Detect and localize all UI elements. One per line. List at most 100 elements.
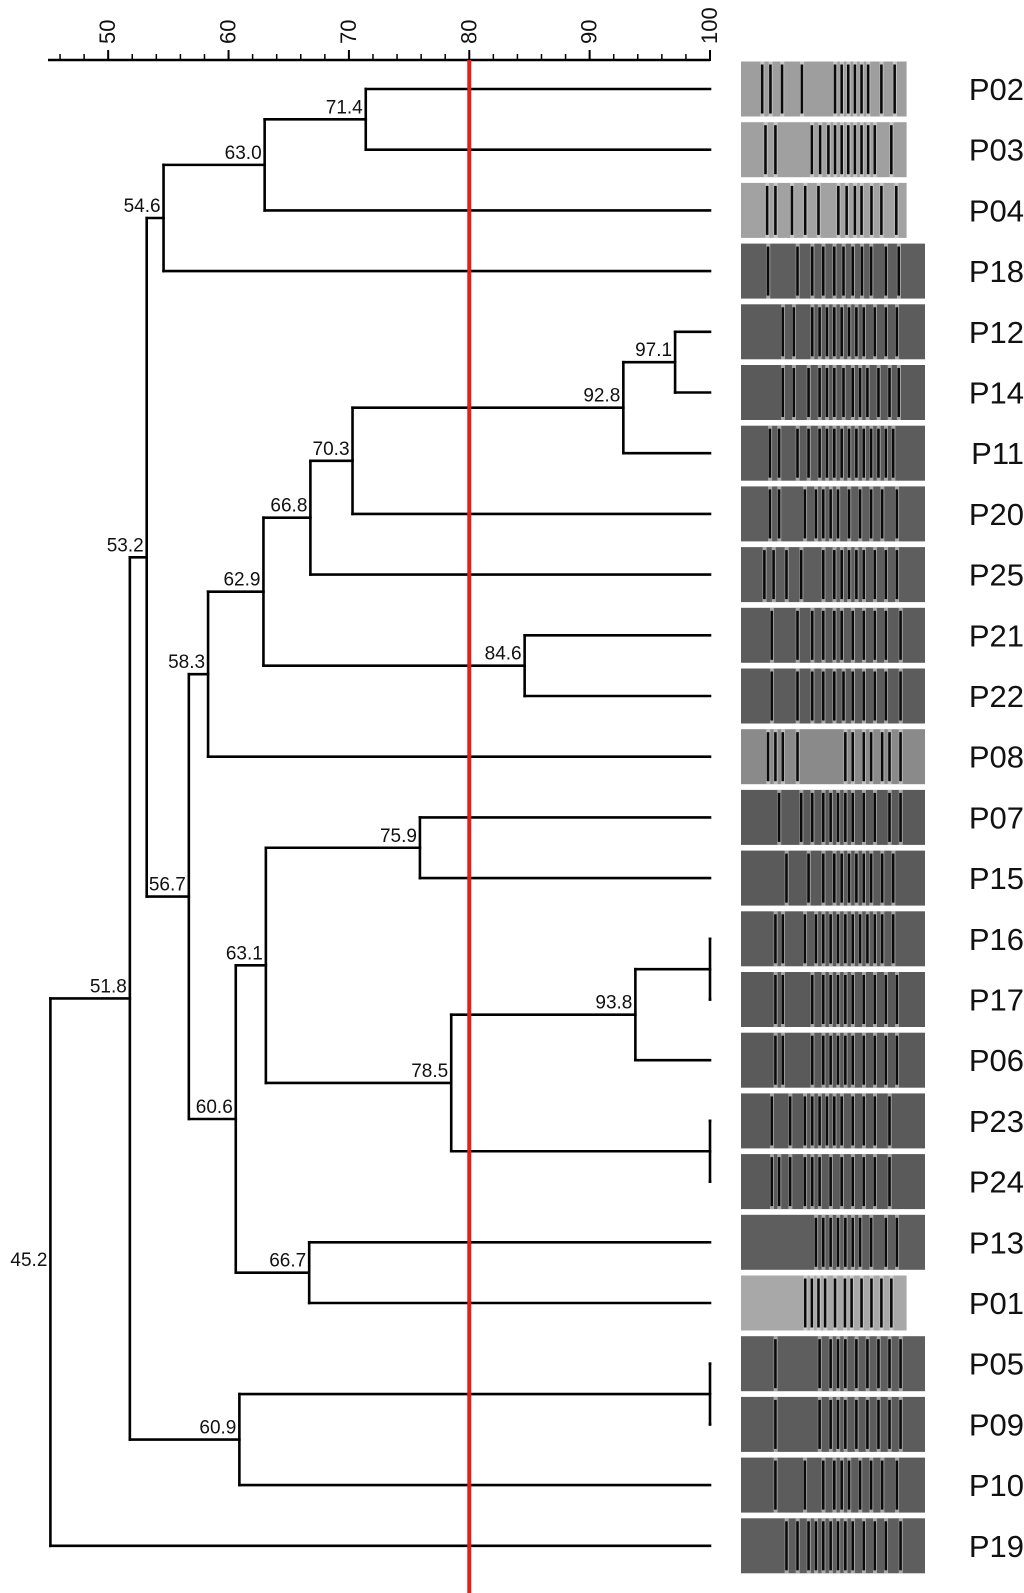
band bbox=[770, 610, 774, 660]
band bbox=[829, 1339, 832, 1389]
strain-label-p17: P17 bbox=[969, 983, 1024, 1018]
band bbox=[803, 1096, 807, 1146]
band bbox=[866, 64, 870, 114]
axis-tick-label: 60 bbox=[216, 20, 241, 44]
band bbox=[899, 610, 902, 660]
band bbox=[862, 853, 866, 903]
band bbox=[836, 914, 840, 964]
band bbox=[855, 550, 858, 600]
band bbox=[810, 1278, 814, 1328]
band bbox=[860, 64, 863, 114]
band bbox=[870, 185, 873, 235]
band bbox=[895, 975, 899, 1024]
band bbox=[888, 1399, 891, 1449]
band bbox=[840, 1460, 843, 1510]
band bbox=[829, 1035, 832, 1085]
band bbox=[880, 489, 884, 539]
band bbox=[833, 368, 836, 417]
band bbox=[770, 1157, 774, 1207]
fingerprint-p06 bbox=[741, 1032, 925, 1088]
node-similarity-label: 66.8 bbox=[270, 496, 307, 517]
band bbox=[810, 307, 814, 357]
band bbox=[899, 732, 902, 782]
band bbox=[817, 185, 820, 235]
band bbox=[866, 368, 869, 417]
band bbox=[851, 246, 854, 296]
node-similarity-label: 63.0 bbox=[225, 143, 262, 164]
band bbox=[895, 307, 899, 357]
band bbox=[895, 1035, 899, 1085]
band bbox=[833, 1460, 836, 1510]
band bbox=[796, 732, 799, 782]
band bbox=[840, 550, 843, 600]
band bbox=[884, 1035, 888, 1085]
band bbox=[877, 1399, 880, 1449]
fingerprint-p07 bbox=[741, 789, 925, 845]
band bbox=[847, 428, 851, 478]
band bbox=[844, 732, 847, 782]
band bbox=[880, 853, 884, 903]
band bbox=[829, 1399, 832, 1449]
band bbox=[796, 428, 799, 478]
fingerprint-p21 bbox=[741, 607, 925, 663]
band bbox=[781, 975, 785, 1024]
band bbox=[788, 1157, 792, 1207]
band bbox=[774, 1035, 777, 1085]
fingerprint-p03 bbox=[741, 122, 907, 178]
band bbox=[777, 792, 781, 842]
band bbox=[770, 671, 774, 721]
band bbox=[774, 1339, 777, 1389]
node-similarity-label: 78.5 bbox=[411, 1061, 448, 1082]
band bbox=[803, 1278, 807, 1328]
band bbox=[810, 1157, 814, 1207]
band bbox=[785, 853, 788, 903]
band bbox=[884, 975, 888, 1024]
band bbox=[858, 1460, 862, 1510]
fingerprint-panel bbox=[741, 61, 925, 1574]
band bbox=[833, 125, 837, 175]
band bbox=[777, 489, 781, 539]
dendrogram-tree: 71.4 63.0 54.6 97.1 92.8 70.3 66.8 84.6 62.9 58.3… bbox=[10, 87, 712, 1548]
fingerprint-p18 bbox=[741, 243, 925, 299]
node-similarity-label: 63.1 bbox=[226, 943, 263, 964]
band bbox=[873, 1035, 877, 1085]
band bbox=[844, 1399, 847, 1449]
strain-label-p22: P22 bbox=[969, 679, 1024, 714]
band bbox=[821, 489, 825, 539]
band bbox=[850, 1278, 853, 1328]
strain-label-p21: P21 bbox=[969, 618, 1024, 653]
fingerprint-p14 bbox=[741, 365, 925, 420]
band bbox=[862, 671, 866, 721]
band bbox=[888, 1157, 891, 1207]
axis-tick-label: 90 bbox=[577, 20, 602, 44]
strain-labels: P02 P03 P04 P18 P12 P14 P11 P20 P25 P21 P22 P08 P07 P… bbox=[969, 72, 1024, 1564]
band bbox=[862, 1035, 866, 1085]
band bbox=[799, 792, 803, 842]
band bbox=[796, 671, 799, 721]
band bbox=[825, 428, 829, 478]
band bbox=[818, 1339, 821, 1389]
band bbox=[869, 489, 873, 539]
band bbox=[880, 1460, 884, 1510]
fingerprint-p09 bbox=[741, 1396, 925, 1452]
axis-tick-label: 100 bbox=[697, 7, 722, 44]
band bbox=[807, 853, 810, 903]
band bbox=[774, 914, 777, 964]
band bbox=[862, 975, 866, 1024]
node-similarity-label: 58.3 bbox=[168, 652, 205, 673]
strain-label-p15: P15 bbox=[969, 861, 1024, 896]
band bbox=[862, 1521, 866, 1571]
band bbox=[833, 307, 836, 357]
strain-label-p25: P25 bbox=[969, 558, 1024, 593]
band bbox=[840, 307, 843, 357]
band bbox=[862, 792, 866, 842]
band bbox=[803, 1157, 807, 1207]
band bbox=[840, 64, 843, 114]
band bbox=[821, 246, 825, 296]
fingerprint-p22 bbox=[741, 668, 925, 724]
node-similarity-label: 93.8 bbox=[595, 993, 632, 1014]
band bbox=[873, 550, 877, 600]
band bbox=[869, 1460, 873, 1510]
band bbox=[836, 1217, 840, 1267]
